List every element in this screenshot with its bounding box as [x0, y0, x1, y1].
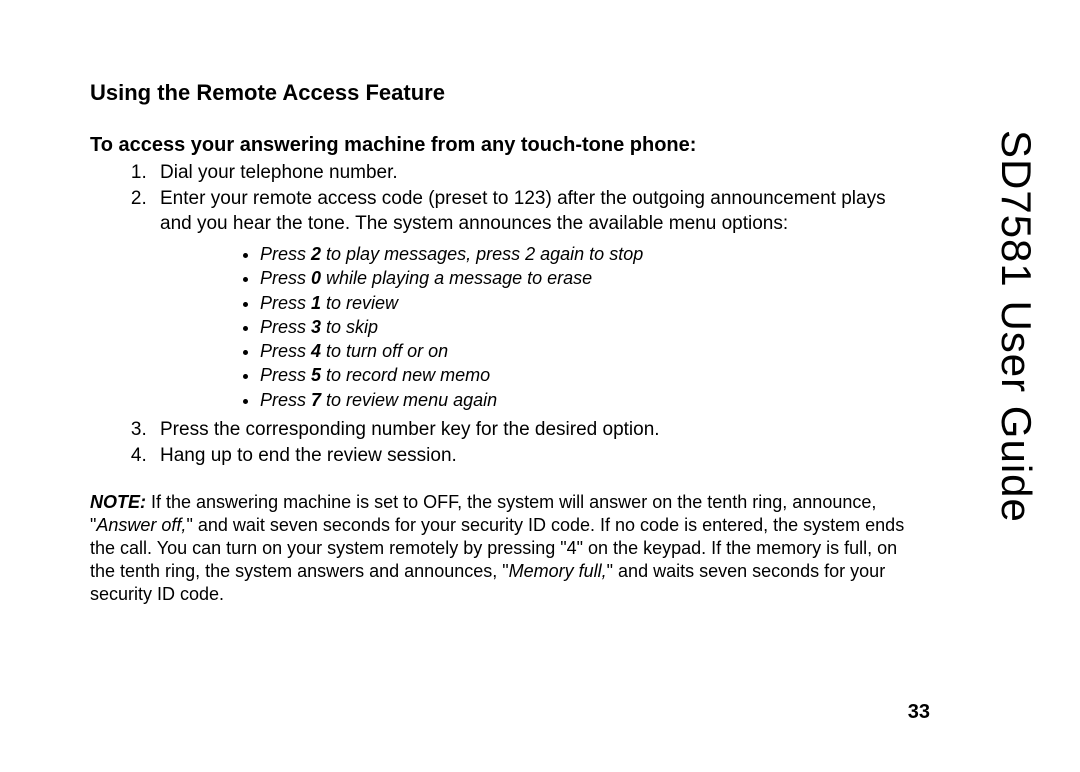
menu-option: Press 4 to turn off or on	[260, 339, 910, 363]
menu-option: Press 2 to play messages, press 2 again …	[260, 242, 910, 266]
step-item: Press the corresponding number key for t…	[152, 418, 910, 442]
menu-prefix: Press	[260, 244, 311, 264]
menu-key: 5	[311, 365, 321, 385]
menu-key: 3	[311, 317, 321, 337]
menu-option: Press 3 to skip	[260, 315, 910, 339]
content-area: Using the Remote Access Feature To acces…	[90, 80, 910, 606]
menu-option: Press 5 to record new memo	[260, 363, 910, 387]
menu-suffix: to review	[321, 293, 398, 313]
section-heading: Using the Remote Access Feature	[90, 80, 910, 106]
menu-key: 0	[311, 268, 321, 288]
page-number: 33	[908, 701, 930, 724]
menu-option: Press 7 to review menu again	[260, 388, 910, 412]
document-page: SD7581 User Guide Using the Remote Acces…	[0, 0, 1080, 772]
menu-key: 4	[311, 341, 321, 361]
note-block: NOTE: If the answering machine is set to…	[90, 491, 910, 606]
side-title: SD7581 User Guide	[992, 130, 1040, 523]
menu-prefix: Press	[260, 317, 311, 337]
steps-list: Dial your telephone number. Enter your r…	[90, 161, 910, 469]
menu-key: 1	[311, 293, 321, 313]
menu-key: 2	[311, 244, 321, 264]
menu-suffix: to skip	[321, 317, 378, 337]
step-item: Enter your remote access code (preset to…	[152, 187, 910, 412]
menu-options-list: Press 2 to play messages, press 2 again …	[160, 242, 910, 412]
note-label: NOTE:	[90, 492, 146, 512]
menu-suffix: to review menu again	[321, 390, 497, 410]
step-item: Hang up to end the review session.	[152, 444, 910, 468]
step-item: Dial your telephone number.	[152, 161, 910, 185]
note-emphasis: Answer off,	[96, 515, 186, 535]
menu-prefix: Press	[260, 365, 311, 385]
menu-suffix: to record new memo	[321, 365, 490, 385]
menu-prefix: Press	[260, 390, 311, 410]
step-text: Enter your remote access code (preset to…	[160, 188, 886, 233]
menu-prefix: Press	[260, 293, 311, 313]
note-emphasis: Memory full,	[509, 561, 607, 581]
menu-prefix: Press	[260, 341, 311, 361]
menu-option: Press 1 to review	[260, 291, 910, 315]
menu-suffix: while playing a message to erase	[321, 268, 592, 288]
menu-suffix: to play messages, press 2 again to stop	[321, 244, 643, 264]
section-subheading: To access your answering machine from an…	[90, 134, 910, 157]
menu-option: Press 0 while playing a message to erase	[260, 266, 910, 290]
menu-key: 7	[311, 390, 321, 410]
menu-suffix: to turn off or on	[321, 341, 448, 361]
menu-prefix: Press	[260, 268, 311, 288]
